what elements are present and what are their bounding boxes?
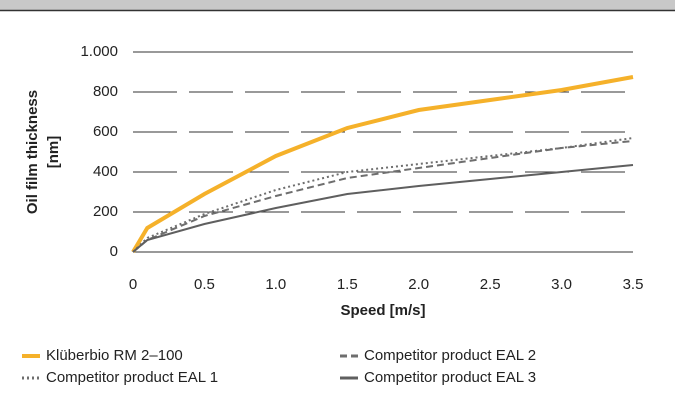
y-axis-title: Oil film thickness [nm] <box>24 90 62 214</box>
series-line <box>132 140 634 253</box>
y-tick-label: 1.000 <box>80 43 118 60</box>
legend-label: Competitor product EAL 2 <box>364 347 536 364</box>
y-tick-label: 200 <box>93 203 118 220</box>
y-tick-label: 0 <box>110 243 118 260</box>
legend-label: Competitor product EAL 3 <box>364 369 536 386</box>
y-axis-title-line: [nm] <box>45 136 62 169</box>
top-bar <box>0 0 675 10</box>
y-tick-label: 400 <box>93 163 118 180</box>
series-line <box>132 137 634 253</box>
x-axis-title: Speed [m/s] <box>340 302 425 319</box>
y-tick-label: 600 <box>93 123 118 140</box>
legend-label: Competitor product EAL 1 <box>46 369 218 386</box>
x-tick-label: 2.0 <box>408 276 429 293</box>
series-line <box>131 75 634 254</box>
x-tick-label: 3.0 <box>551 276 572 293</box>
legend-label: Klüberbio RM 2–100 <box>46 347 183 364</box>
x-tick-label: 0.5 <box>194 276 215 293</box>
x-tick-label: 0 <box>129 276 137 293</box>
x-tick-label: 3.5 <box>623 276 644 293</box>
x-tick-label: 1.0 <box>265 276 286 293</box>
x-tick-label: 1.5 <box>337 276 358 293</box>
series-line <box>132 164 634 253</box>
y-tick-label: 800 <box>93 83 118 100</box>
x-tick-label: 2.5 <box>480 276 501 293</box>
y-axis-title-line: Oil film thickness <box>24 90 41 214</box>
